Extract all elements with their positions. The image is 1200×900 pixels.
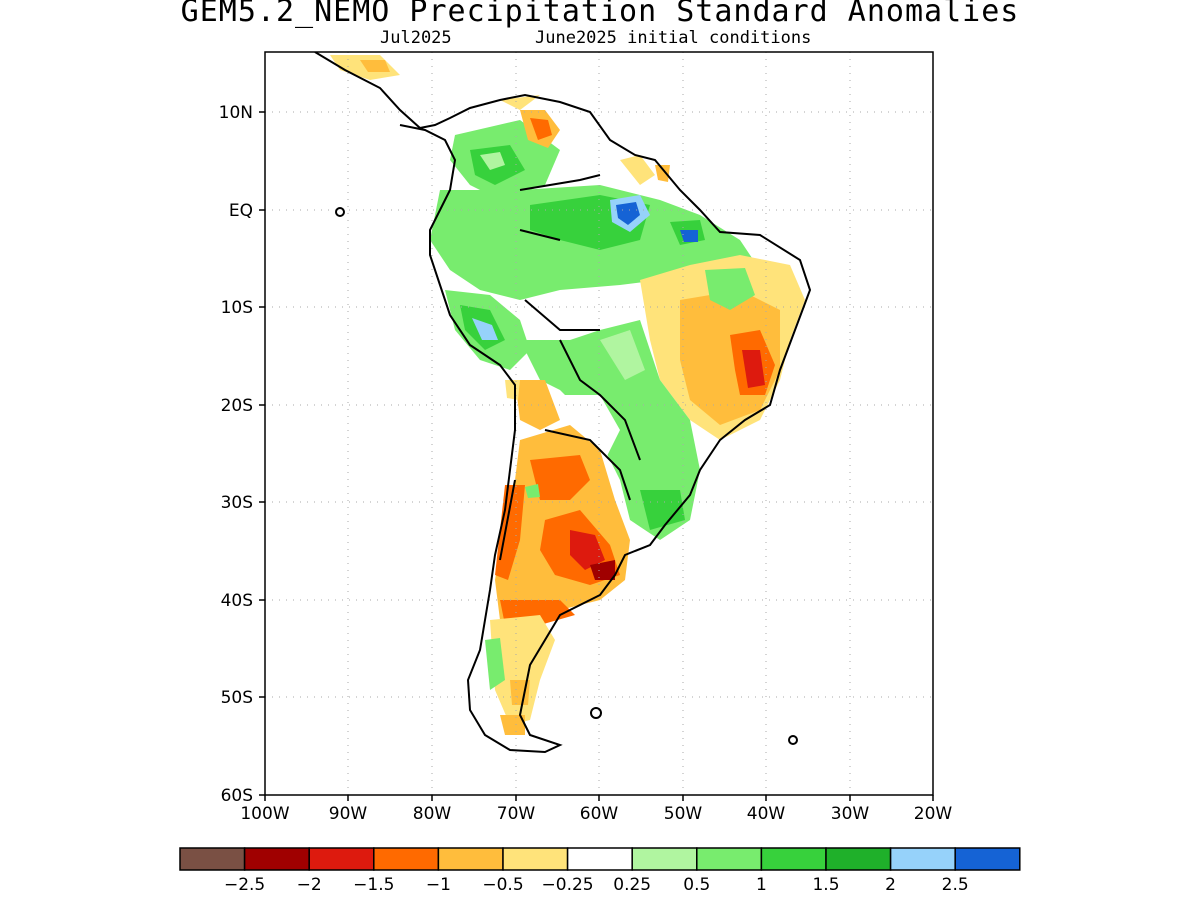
- lon-label: 100W: [240, 804, 289, 824]
- lat-label: 40S: [221, 591, 253, 611]
- colorbar-label: −1: [426, 875, 451, 895]
- lon-label: 90W: [329, 804, 368, 824]
- colorbar-swatch: [179, 847, 246, 871]
- colorbar-swatch: [566, 847, 633, 871]
- lat-label: 30S: [221, 493, 253, 513]
- colorbar-label: 2.5: [942, 875, 969, 895]
- colorbar-swatch: [825, 847, 892, 871]
- colorbar-label: −0.5: [482, 875, 523, 895]
- lat-label: 50S: [221, 688, 253, 708]
- latitude-axis: 10N EQ 10S 20S 30S 40S 50S 60S: [219, 103, 265, 806]
- colorbar-swatch: [889, 847, 956, 871]
- colorbar-label: −0.25: [542, 875, 594, 895]
- anomaly-shading: [330, 55, 805, 735]
- lat-label: 20S: [221, 396, 253, 416]
- lat-label: 10N: [219, 103, 253, 123]
- colorbar-label: −2.5: [224, 875, 265, 895]
- lon-label: 20W: [914, 804, 953, 824]
- colorbar-label: 1.5: [812, 875, 839, 895]
- colorbar-label: 2: [885, 875, 896, 895]
- colorbar-swatch: [437, 847, 504, 871]
- colorbar-swatch: [954, 847, 1021, 871]
- lon-label: 50W: [664, 804, 703, 824]
- longitude-axis: 100W 90W 80W 70W 60W 50W 40W 30W 20W: [240, 795, 952, 824]
- lat-label: EQ: [229, 201, 253, 221]
- colorbar-label: 0.25: [613, 875, 651, 895]
- colorbar-label: −2: [297, 875, 322, 895]
- lon-label: 30W: [831, 804, 870, 824]
- colorbar-label: −1.5: [353, 875, 394, 895]
- initial-conditions-label: June2025 initial conditions: [535, 28, 812, 48]
- colorbar: −2.5 −2 −1.5 −1 −0.5 −0.25 0.25 0.5 1 1.5 2 2.5: [179, 847, 1021, 895]
- colorbar-swatch: [760, 847, 827, 871]
- lat-label: 60S: [221, 786, 253, 806]
- colorbar-swatch: [696, 847, 763, 871]
- lon-label: 80W: [413, 804, 452, 824]
- colorbar-swatch: [373, 847, 440, 871]
- lon-label: 40W: [747, 804, 786, 824]
- lon-label: 60W: [580, 804, 619, 824]
- colorbar-swatch: [631, 847, 698, 871]
- colorbar-swatch: [308, 847, 375, 871]
- map-title: GEM5.2_NEMO Precipitation Standard Anoma…: [180, 0, 1020, 29]
- lat-label: 10S: [221, 298, 253, 318]
- colorbar-label: 1: [756, 875, 767, 895]
- lon-label: 70W: [497, 804, 536, 824]
- colorbar-swatch: [502, 847, 569, 871]
- colorbar-label: 0.5: [683, 875, 710, 895]
- colorbar-swatch: [243, 847, 310, 871]
- forecast-month: Jul2025: [380, 28, 452, 48]
- lat-lon-grid: [265, 52, 933, 795]
- coastline: [314, 52, 812, 754]
